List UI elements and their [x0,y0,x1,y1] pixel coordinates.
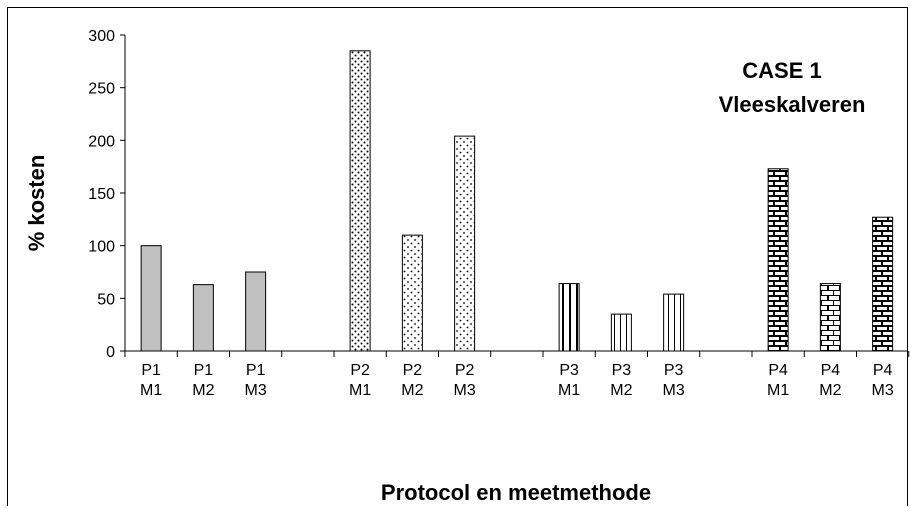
category-label: M3 [663,382,685,399]
category-label: M1 [349,382,371,399]
y-tick-label: 150 [88,186,115,203]
annotation-case: CASE 1 [742,58,821,83]
bar-p3-m2 [610,313,632,352]
y-tick-label: 50 [97,291,115,308]
y-tick-label: 200 [88,133,115,150]
category-label: M2 [192,382,214,399]
category-label: P4 [768,362,788,379]
category-label: M1 [140,382,162,399]
bar-p4-m1 [767,168,789,352]
category-label: M3 [245,382,267,399]
category-label: P1 [194,362,214,379]
category-label: P3 [559,362,579,379]
category-label: M2 [610,382,632,399]
chart-frame [7,7,908,506]
category-label: M2 [819,382,841,399]
y-tick-label: 0 [106,344,115,361]
category-label: P3 [664,362,684,379]
y-tick-label: 100 [88,239,115,256]
category-label: P2 [403,362,423,379]
category-label: P1 [141,362,161,379]
category-label: P3 [612,362,632,379]
bar-p1-m2 [192,284,214,352]
bar-p2-m1 [349,50,371,352]
y-tick-label: 250 [88,81,115,98]
bar-p3-m1 [558,283,580,352]
category-label: P2 [350,362,370,379]
bar-p1-m1 [140,245,162,352]
category-label: P4 [821,362,841,379]
y-axis-title: % kosten [24,155,49,252]
category-label: M3 [872,382,894,399]
bar-p1-m3 [245,271,267,352]
category-label: M1 [767,382,789,399]
bar-p3-m3 [663,293,685,352]
bar-p4-m3 [872,216,894,352]
category-label: P1 [246,362,266,379]
category-label: P2 [455,362,475,379]
annotation-subject: Vleeskalveren [719,92,866,117]
y-tick-label: 300 [88,28,115,45]
category-label: P4 [873,362,893,379]
bar-p4-m2 [819,283,841,352]
x-axis-title: Protocol en meetmethode [381,480,651,505]
bar-p2-m2 [401,234,423,352]
category-label: M3 [454,382,476,399]
category-label: M1 [558,382,580,399]
bar-p2-m3 [454,135,476,352]
category-label: M2 [401,382,423,399]
